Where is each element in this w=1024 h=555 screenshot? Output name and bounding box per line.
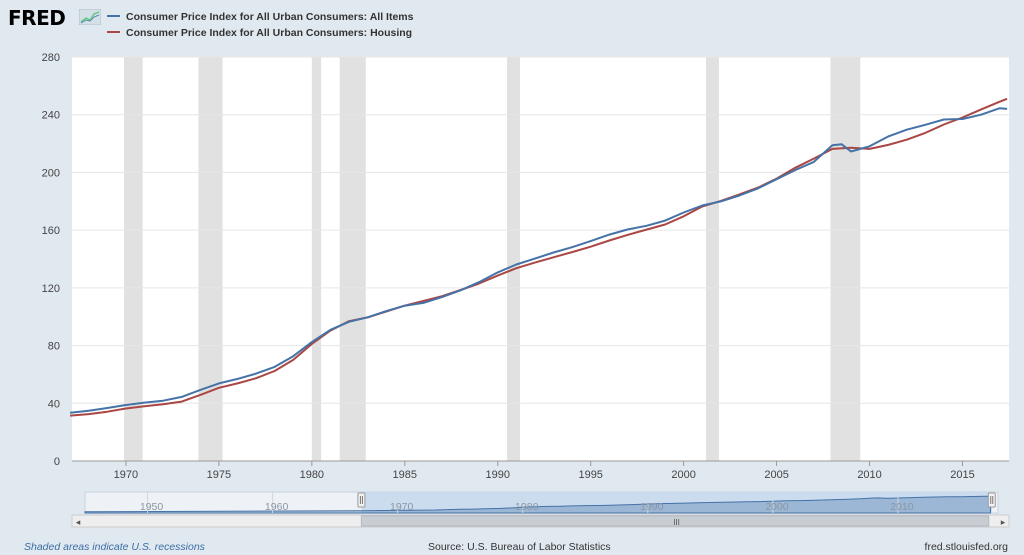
scrollbar-thumb[interactable] (360, 515, 990, 527)
x-tick-label: 1985 (393, 469, 417, 480)
y-tick-label: 80 (48, 341, 60, 353)
scroll-right-arrow-icon[interactable]: ▸ (1001, 517, 1006, 527)
fred-logo[interactable]: FRED (8, 6, 66, 30)
gridlines (72, 56, 1009, 404)
main-chart[interactable]: 0 40 80 120 160 200 240 280 1970 1975 1980 1985 199… (0, 0, 1024, 480)
navigator-tick-label: 1960 (265, 501, 289, 513)
navigator-series (84, 495, 991, 514)
y-tick-label: 200 (42, 167, 60, 179)
legend-label-all-items: Consumer Price Index for All Urban Consu… (126, 11, 414, 23)
x-tick-label: 1980 (300, 469, 324, 480)
recession-band (705, 57, 719, 461)
source-text: Source: U.S. Bureau of Labor Statistics (428, 541, 611, 553)
y-tick-label: 0 (54, 456, 60, 468)
fred-logo-graph-icon (79, 9, 101, 25)
x-tick-label: 1970 (114, 469, 138, 480)
x-tick-label: 2000 (671, 469, 695, 480)
handle-body (357, 492, 366, 508)
navigator-left-handle[interactable] (357, 492, 366, 508)
x-tick-label: 1975 (207, 469, 231, 480)
navigator-tick-label: 1990 (640, 501, 664, 513)
y-tick-label: 120 (42, 283, 60, 295)
recession-bands (124, 57, 861, 461)
x-tick-label: 1995 (578, 469, 602, 480)
handle-body (987, 492, 996, 508)
header: FRED Consumer Price Index for All Urban … (0, 0, 1024, 50)
y-tick-label: 280 (42, 52, 60, 64)
recession-band (507, 57, 521, 461)
series-lines (69, 97, 1008, 417)
legend-swatch-housing (107, 31, 120, 34)
recession-band (830, 57, 861, 461)
recession-band (124, 57, 143, 461)
x-tick-label: 2010 (857, 469, 881, 480)
recession-note: Shaded areas indicate U.S. recessions (24, 541, 205, 553)
series-line (69, 107, 1008, 414)
y-tick-label: 240 (42, 110, 60, 122)
navigator-tick-label: 2000 (765, 501, 789, 513)
x-axis: 1970 1975 1980 1985 1990 1995 2000 2005 2010 2015 (114, 461, 975, 480)
legend-item-all-items[interactable]: Consumer Price Index for All Urban Consu… (107, 11, 413, 23)
y-tick-label: 160 (42, 225, 60, 237)
navigator-tick-label: 1980 (515, 501, 539, 513)
navigator-tick-label: 1970 (390, 501, 414, 513)
navigator-right-handle[interactable] (987, 492, 996, 508)
recession-band (311, 57, 322, 461)
y-tick-label: 40 (48, 398, 60, 410)
site-url[interactable]: fred.stlouisfed.org (924, 541, 1008, 553)
x-tick-label: 1990 (485, 469, 509, 480)
recession-band (339, 57, 366, 461)
x-tick-label: 2015 (950, 469, 974, 480)
scroll-left-arrow-icon[interactable]: ◂ (76, 517, 81, 527)
scrollbar-grip-icon: III (673, 518, 680, 527)
legend-swatch-all-items (107, 15, 120, 18)
navigator-tick-label: 2010 (890, 501, 914, 513)
legend-label-housing: Consumer Price Index for All Urban Consu… (126, 27, 413, 39)
y-axis: 0 40 80 120 160 200 240 280 (42, 52, 1009, 468)
navigator-tick-label: 1950 (140, 501, 164, 513)
legend-item-housing[interactable]: Consumer Price Index for All Urban Consu… (107, 27, 412, 39)
x-tick-label: 2005 (764, 469, 788, 480)
